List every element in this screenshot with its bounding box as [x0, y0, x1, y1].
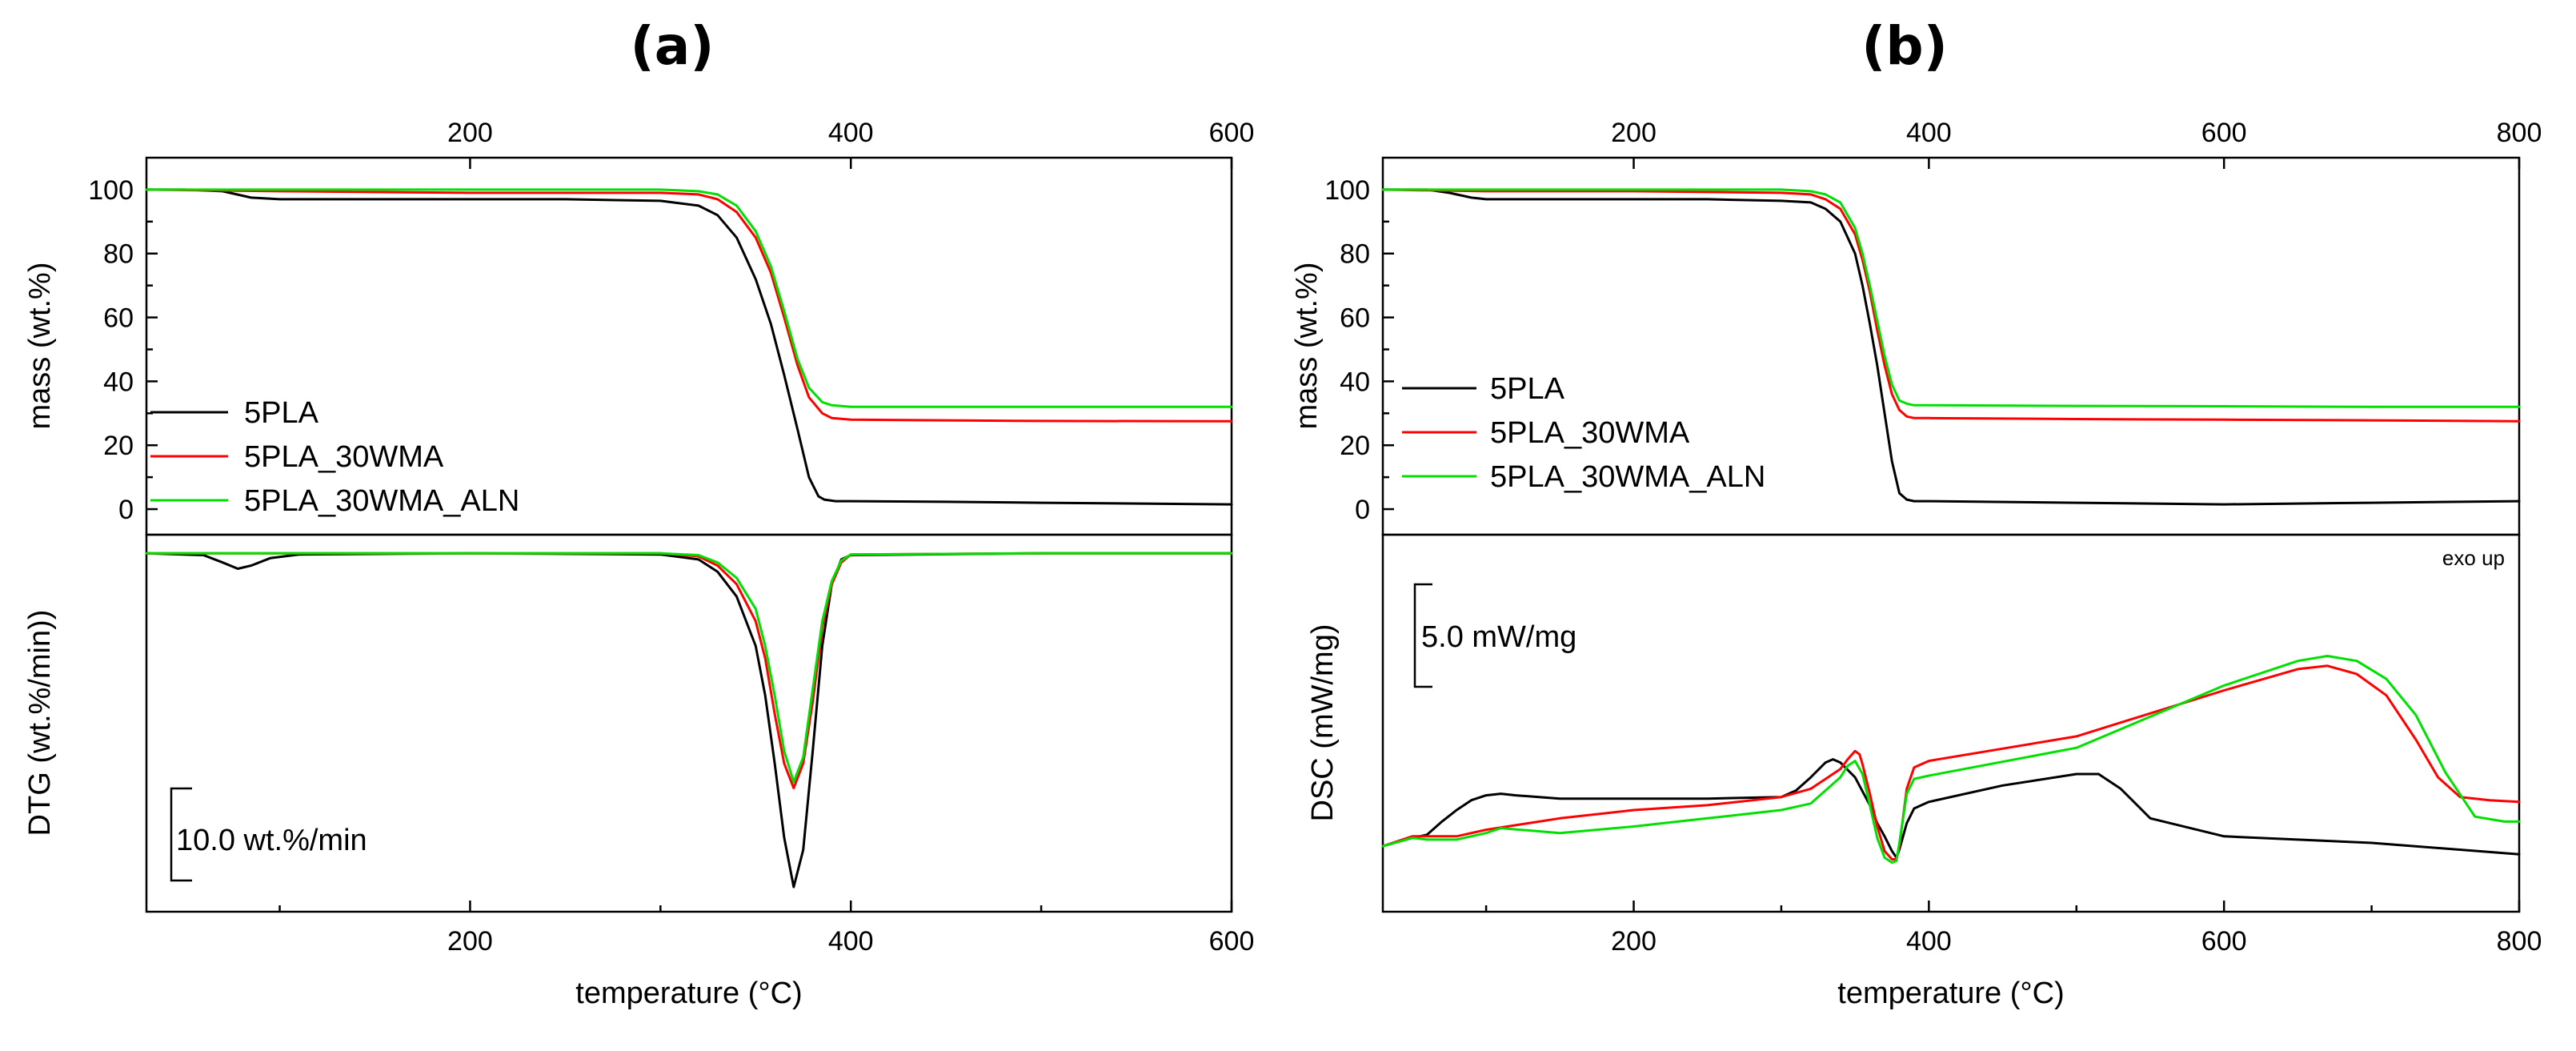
panel-a-label: (a) — [631, 15, 715, 77]
chart-a-tga: 200 400 600 0 20 40 60 80 100 mass (wt.%) 5PLA 5… — [23, 118, 1254, 536]
chart-a-tga-curves — [145, 188, 1233, 506]
chart-b-dsc-ticks: 200 400 600 800 — [1484, 901, 2542, 957]
b-tga-xtick-top-label-600: 600 — [2201, 118, 2247, 148]
b-tga-ytick-label-100: 100 — [1324, 175, 1370, 206]
dsc-scale-bar-bracket — [1413, 583, 1432, 688]
a-tga-ytick-label-60: 60 — [103, 303, 134, 334]
chart-a-tga-frame — [145, 156, 1233, 536]
legend-b-label-5pla: 5PLA — [1490, 372, 1565, 406]
legend-a-label-5pla-30wma-aln: 5PLA_30WMA_ALN — [244, 484, 519, 518]
b-tga-xtick-top-label-200: 200 — [1611, 118, 1657, 148]
dtg-scale-bar-label: 10.0 wt.%/min — [176, 824, 367, 857]
dtg-scale-bar-bracket — [170, 787, 192, 882]
a-tga-xtick-top-label-200: 200 — [447, 118, 493, 148]
panel-b-label: (b) — [1861, 15, 1948, 77]
a-tga-ytick-label-20: 20 — [103, 431, 134, 461]
chart-a-dtg-scale-bar: 10.0 wt.%/min — [170, 787, 367, 882]
a-dtg-xtick-label-600: 600 — [1209, 926, 1255, 957]
b-tga-xtick-top-label-400: 400 — [1906, 118, 1952, 148]
b-dsc-series-5pla-30wma — [1381, 664, 2521, 860]
legend-b-label-5pla-30wma-aln: 5PLA_30WMA_ALN — [1490, 460, 1765, 494]
a-tga-ytick-label-40: 40 — [103, 367, 134, 397]
a-tga-series-5pla-30wma — [145, 188, 1233, 423]
a-dtg-series-5pla-30wma-aln — [145, 552, 1233, 784]
a-tga-xtick-top-label-600: 600 — [1209, 118, 1255, 148]
chart-b-dsc-ylabel: DSC (mW/mg) — [1306, 624, 1340, 822]
b-dsc-xtick-label-800: 800 — [2497, 926, 2542, 957]
a-tga-ytick-label-0: 0 — [118, 495, 134, 525]
chart-b-tga-ticks: 200 400 600 800 0 20 40 60 80 100 — [1324, 118, 2542, 525]
a-tga-ytick-label-80: 80 — [103, 239, 134, 270]
chart-b-dsc: 200 400 600 800 DSC (mW/mg) temperature (°C… — [1306, 533, 2542, 1010]
b-tga-ytick-label-0: 0 — [1355, 495, 1370, 525]
b-tga-ytick-label-80: 80 — [1340, 239, 1370, 270]
b-tga-series-5pla — [1381, 188, 2521, 506]
chart-a-dtg-xlabel: temperature (°C) — [575, 977, 802, 1010]
chart-b-tga-curves — [1381, 188, 2521, 506]
a-dtg-xtick-label-400: 400 — [828, 926, 874, 957]
chart-b-dsc-scale-bar: 5.0 mW/mg — [1413, 583, 1576, 688]
b-dsc-xtick-label-200: 200 — [1611, 926, 1657, 957]
chart-b-dsc-xlabel: temperature (°C) — [1837, 977, 2064, 1010]
b-dsc-series-5pla — [1381, 758, 2521, 859]
b-dsc-xtick-label-400: 400 — [1906, 926, 1952, 957]
b-tga-ytick-label-60: 60 — [1340, 303, 1370, 334]
chart-b-tga: 200 400 600 800 0 20 40 60 80 100 mass (wt.%) 5PL… — [1290, 118, 2542, 536]
a-tga-series-5pla-30wma-aln — [145, 188, 1233, 408]
chart-a-dtg-ylabel: DTG (wt.%/min)) — [23, 610, 57, 836]
chart-a-dtg-ticks: 200 400 600 — [278, 901, 1255, 957]
a-tga-ytick-label-100: 100 — [88, 175, 134, 206]
chart-a-dtg: 200 400 600 DTG (wt.%/min)) temperature (°… — [23, 533, 1255, 1010]
chart-b-dsc-curves — [1381, 655, 2521, 864]
chart-a-dtg-curves — [145, 552, 1233, 889]
chart-a-tga-legend: 5PLA 5PLA_30WMA 5PLA_30WMA_ALN — [150, 396, 519, 518]
chart-a-tga-ylabel: mass (wt.%) — [23, 263, 57, 430]
a-dtg-series-5pla-30wma — [145, 552, 1233, 790]
chart-a-tga-ticks: 200 400 600 0 20 40 60 80 100 — [88, 118, 1254, 525]
b-dsc-series-5pla-30wma-aln — [1381, 655, 2521, 864]
dsc-scale-bar-label: 5.0 mW/mg — [1421, 620, 1576, 654]
chart-b-tga-legend: 5PLA 5PLA_30WMA 5PLA_30WMA_ALN — [1402, 372, 1765, 494]
b-tga-xtick-top-label-800: 800 — [2497, 118, 2542, 148]
b-tga-ytick-label-20: 20 — [1340, 431, 1370, 461]
b-tga-ytick-label-40: 40 — [1340, 367, 1370, 397]
a-tga-xtick-top-label-400: 400 — [828, 118, 874, 148]
chart-b-tga-ylabel: mass (wt.%) — [1290, 263, 1324, 430]
chart-b-dsc-frame — [1381, 533, 2521, 913]
a-tga-series-5pla — [145, 188, 1233, 506]
a-dtg-xtick-label-200: 200 — [447, 926, 493, 957]
legend-a-label-5pla: 5PLA — [244, 396, 319, 430]
chart-a-dtg-frame — [145, 533, 1233, 913]
b-tga-series-5pla-30wma — [1381, 188, 2521, 423]
chart-b-dsc-annotation: exo up — [2442, 546, 2505, 570]
legend-b-label-5pla-30wma: 5PLA_30WMA — [1490, 416, 1690, 450]
legend-a-label-5pla-30wma: 5PLA_30WMA — [244, 440, 444, 474]
b-tga-series-5pla-30wma-aln — [1381, 188, 2521, 408]
b-dsc-xtick-label-600: 600 — [2201, 926, 2247, 957]
